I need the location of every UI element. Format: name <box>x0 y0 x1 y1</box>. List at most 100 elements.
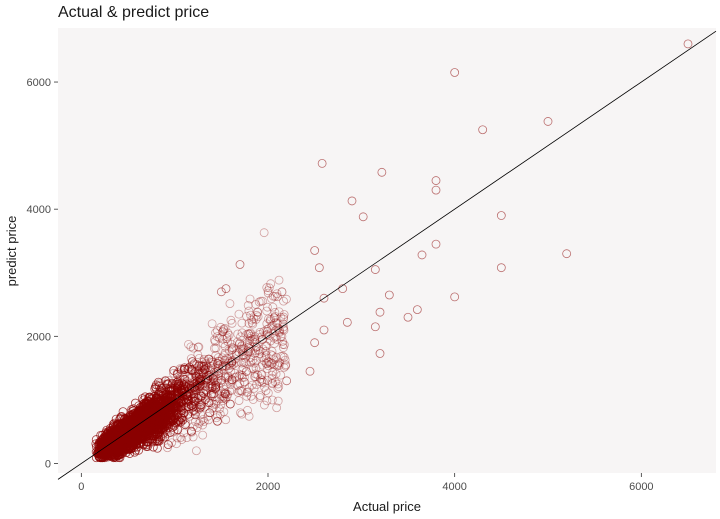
scatter-point <box>143 421 153 431</box>
scatter-point <box>200 395 210 404</box>
scatter-point <box>96 437 105 447</box>
scatter-point <box>257 335 267 345</box>
scatter-point <box>124 444 134 453</box>
scatter-point <box>189 359 199 369</box>
scatter-point <box>221 394 231 404</box>
scatter-point <box>126 425 135 435</box>
scatter-point <box>248 355 258 365</box>
scatter-point <box>216 399 226 409</box>
scatter-point <box>190 397 200 406</box>
scatter-point <box>148 418 158 428</box>
scatter-point <box>190 410 200 420</box>
scatter-point <box>211 399 221 409</box>
scatter-point <box>183 364 193 374</box>
scatter-point <box>184 404 194 414</box>
scatter-point <box>262 306 272 316</box>
scatter-point <box>194 382 204 392</box>
scatter-point <box>279 352 289 362</box>
scatter-point <box>186 426 196 436</box>
scatter-point <box>142 417 152 427</box>
scatter-point <box>166 390 175 400</box>
scatter-point <box>154 436 164 446</box>
scatter-point <box>193 393 203 403</box>
scatter-point <box>213 416 222 426</box>
scatter-point <box>147 411 157 421</box>
scatter-point <box>208 371 218 380</box>
scatter-point <box>172 411 182 420</box>
scatter-point <box>178 374 188 384</box>
scatter-point <box>222 354 232 363</box>
scatter-point <box>183 409 193 419</box>
scatter-point <box>267 379 277 389</box>
scatter-point <box>269 339 279 348</box>
scatter-point <box>154 427 164 437</box>
scatter-point <box>199 364 209 374</box>
scatter-point <box>117 449 127 459</box>
scatter-point <box>157 412 166 421</box>
scatter-point <box>176 405 186 415</box>
scatter-point <box>268 351 277 361</box>
scatter-point <box>151 417 160 427</box>
scatter-point <box>111 433 121 443</box>
scatter-point <box>192 360 202 369</box>
scatter-point <box>164 376 174 385</box>
scatter-point <box>98 450 108 460</box>
scatter-point <box>184 391 194 401</box>
scatter-point <box>163 440 173 450</box>
scatter-point <box>148 411 158 421</box>
scatter-point <box>203 374 213 384</box>
scatter-point <box>183 391 193 401</box>
scatter-point <box>169 411 179 421</box>
scatter-point <box>250 332 260 342</box>
scatter-point <box>173 377 183 386</box>
scatter-point <box>206 398 216 408</box>
scatter-point <box>210 384 220 393</box>
scatter-point <box>193 350 203 360</box>
scatter-point <box>223 371 233 381</box>
scatter-point <box>172 389 182 398</box>
scatter-point <box>151 380 161 390</box>
scatter-point <box>259 377 269 387</box>
scatter-point <box>186 383 196 393</box>
scatter-point <box>150 436 160 446</box>
scatter-point <box>239 377 249 387</box>
scatter-point <box>169 403 179 413</box>
scatter-point <box>167 397 177 406</box>
scatter-point <box>266 359 276 369</box>
scatter-point <box>266 315 275 324</box>
y-tick-label: 4000 <box>27 204 51 216</box>
scatter-point <box>129 412 139 422</box>
scatter-point <box>199 389 208 398</box>
scatter-point <box>166 390 176 399</box>
scatter-point <box>211 350 221 360</box>
scatter-point <box>171 399 181 409</box>
scatter-point <box>257 375 267 385</box>
scatter-point <box>221 372 231 382</box>
scatter-point <box>180 387 190 397</box>
scatter-point <box>229 343 238 353</box>
scatter-point <box>166 385 176 395</box>
scatter-point <box>279 296 288 306</box>
scatter-point <box>150 401 160 411</box>
scatter-point <box>175 397 185 406</box>
scatter-point <box>225 356 235 366</box>
x-axis-title: Actual price <box>353 499 421 514</box>
scatter-point <box>200 365 210 375</box>
scatter-point <box>202 375 211 385</box>
scatter-point <box>172 387 182 397</box>
scatter-point <box>119 418 128 428</box>
scatter-point <box>159 415 169 425</box>
scatter-point <box>243 301 253 310</box>
scatter-point <box>196 370 206 380</box>
scatter-point <box>195 402 205 412</box>
scatter-point <box>223 328 233 338</box>
scatter-point <box>208 381 218 391</box>
scatter-point <box>173 403 183 413</box>
scatter-point <box>220 387 230 397</box>
scatter-point <box>210 337 220 346</box>
scatter-point <box>187 388 197 398</box>
scatter-point <box>166 397 176 407</box>
x-tick-label: 6000 <box>629 481 653 493</box>
scatter-point <box>180 365 190 374</box>
